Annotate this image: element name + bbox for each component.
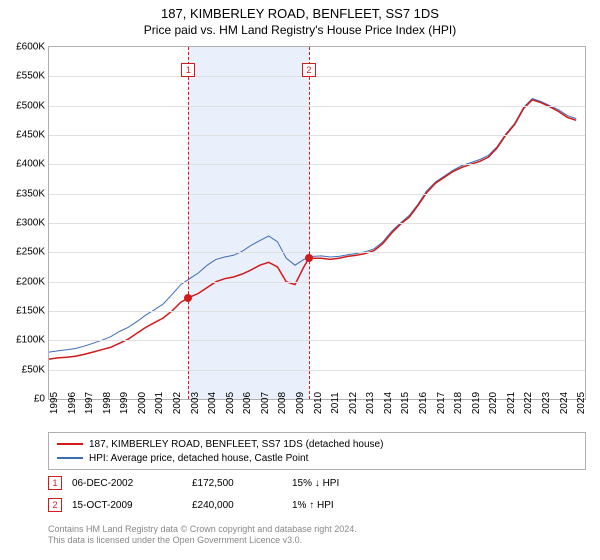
sale-pct-2: 1% ↑ HPI — [292, 500, 412, 511]
series-line-hpi — [49, 99, 576, 353]
gridline — [49, 370, 585, 371]
x-axis-label: 2002 — [172, 392, 183, 414]
chart-plot-area: £0£50K£100K£150K£200K£250K£300K£350K£400… — [48, 46, 586, 400]
sale-marker-2: 2 — [48, 498, 62, 512]
footer-line-1: Contains HM Land Registry data © Crown c… — [48, 524, 586, 535]
x-axis-label: 2014 — [383, 392, 394, 414]
y-axis-label: £400K — [16, 159, 45, 170]
gridline — [49, 311, 585, 312]
x-axis-label: 2024 — [559, 392, 570, 414]
x-axis-label: 2015 — [400, 392, 411, 414]
y-axis-label: £0 — [34, 394, 45, 405]
y-axis-label: £150K — [16, 306, 45, 317]
footer-line-2: This data is licensed under the Open Gov… — [48, 535, 586, 546]
gridline — [49, 340, 585, 341]
x-axis-label: 2010 — [313, 392, 324, 414]
sale-marker-box: 2 — [302, 63, 316, 77]
gridline — [49, 252, 585, 253]
x-axis-label: 1995 — [49, 392, 60, 414]
series-line-price_paid — [49, 100, 576, 359]
x-axis-label: 1996 — [67, 392, 78, 414]
x-axis-label: 1999 — [119, 392, 130, 414]
sale-date-2: 15-OCT-2009 — [72, 500, 182, 511]
gridline — [49, 106, 585, 107]
gridline — [49, 223, 585, 224]
x-axis-label: 2012 — [348, 392, 359, 414]
x-axis-label: 2006 — [242, 392, 253, 414]
chart-title-main: 187, KIMBERLEY ROAD, BENFLEET, SS7 1DS — [0, 6, 600, 21]
sale-vline — [188, 47, 189, 399]
x-axis-label: 2003 — [190, 392, 201, 414]
footer-note: Contains HM Land Registry data © Crown c… — [48, 524, 586, 547]
gridline — [49, 282, 585, 283]
sale-marker-1: 1 — [48, 476, 62, 490]
x-axis-label: 2023 — [541, 392, 552, 414]
x-axis-label: 2009 — [295, 392, 306, 414]
x-axis-label: 2004 — [207, 392, 218, 414]
sale-row-1: 1 06-DEC-2002 £172,500 15% ↓ HPI — [48, 476, 586, 490]
chart-title-sub: Price paid vs. HM Land Registry's House … — [0, 23, 600, 37]
y-axis-label: £500K — [16, 100, 45, 111]
sale-dot — [305, 254, 313, 262]
sale-vline — [309, 47, 310, 399]
y-axis-label: £350K — [16, 188, 45, 199]
legend-swatch-hpi — [57, 457, 83, 459]
gridline — [49, 135, 585, 136]
y-axis-label: £100K — [16, 335, 45, 346]
y-axis-label: £250K — [16, 247, 45, 258]
y-axis-label: £550K — [16, 71, 45, 82]
sale-price-1: £172,500 — [192, 478, 282, 489]
x-axis-label: 1998 — [102, 392, 113, 414]
y-axis-label: £450K — [16, 130, 45, 141]
x-axis-label: 2000 — [137, 392, 148, 414]
y-axis-label: £50K — [22, 364, 45, 375]
legend-swatch-price-paid — [57, 443, 83, 445]
x-axis-label: 2018 — [453, 392, 464, 414]
legend-label-hpi: HPI: Average price, detached house, Cast… — [89, 453, 308, 464]
x-axis-label: 1997 — [84, 392, 95, 414]
legend-label-price-paid: 187, KIMBERLEY ROAD, BENFLEET, SS7 1DS (… — [89, 439, 383, 450]
x-axis-label: 2017 — [436, 392, 447, 414]
x-axis-label: 2013 — [365, 392, 376, 414]
y-axis-label: £200K — [16, 276, 45, 287]
x-axis-label: 2016 — [418, 392, 429, 414]
legend-row-price-paid: 187, KIMBERLEY ROAD, BENFLEET, SS7 1DS (… — [57, 437, 577, 451]
x-axis-label: 2005 — [225, 392, 236, 414]
sale-date-1: 06-DEC-2002 — [72, 478, 182, 489]
x-axis-label: 2022 — [523, 392, 534, 414]
sale-marker-box: 1 — [181, 63, 195, 77]
x-axis-label: 2025 — [576, 392, 587, 414]
gridline — [49, 76, 585, 77]
legend-box: 187, KIMBERLEY ROAD, BENFLEET, SS7 1DS (… — [48, 432, 586, 470]
x-axis-label: 2019 — [471, 392, 482, 414]
gridline — [49, 194, 585, 195]
sale-dot — [184, 294, 192, 302]
y-axis-label: £600K — [16, 42, 45, 53]
sale-row-2: 2 15-OCT-2009 £240,000 1% ↑ HPI — [48, 498, 586, 512]
x-axis-label: 2021 — [506, 392, 517, 414]
y-axis-label: £300K — [16, 218, 45, 229]
gridline — [49, 164, 585, 165]
sale-price-2: £240,000 — [192, 500, 282, 511]
x-axis-label: 2008 — [277, 392, 288, 414]
legend-row-hpi: HPI: Average price, detached house, Cast… — [57, 451, 577, 465]
x-axis-label: 2011 — [330, 392, 341, 414]
sale-pct-1: 15% ↓ HPI — [292, 478, 412, 489]
x-axis-label: 2001 — [154, 392, 165, 414]
x-axis-label: 2020 — [488, 392, 499, 414]
x-axis-label: 2007 — [260, 392, 271, 414]
